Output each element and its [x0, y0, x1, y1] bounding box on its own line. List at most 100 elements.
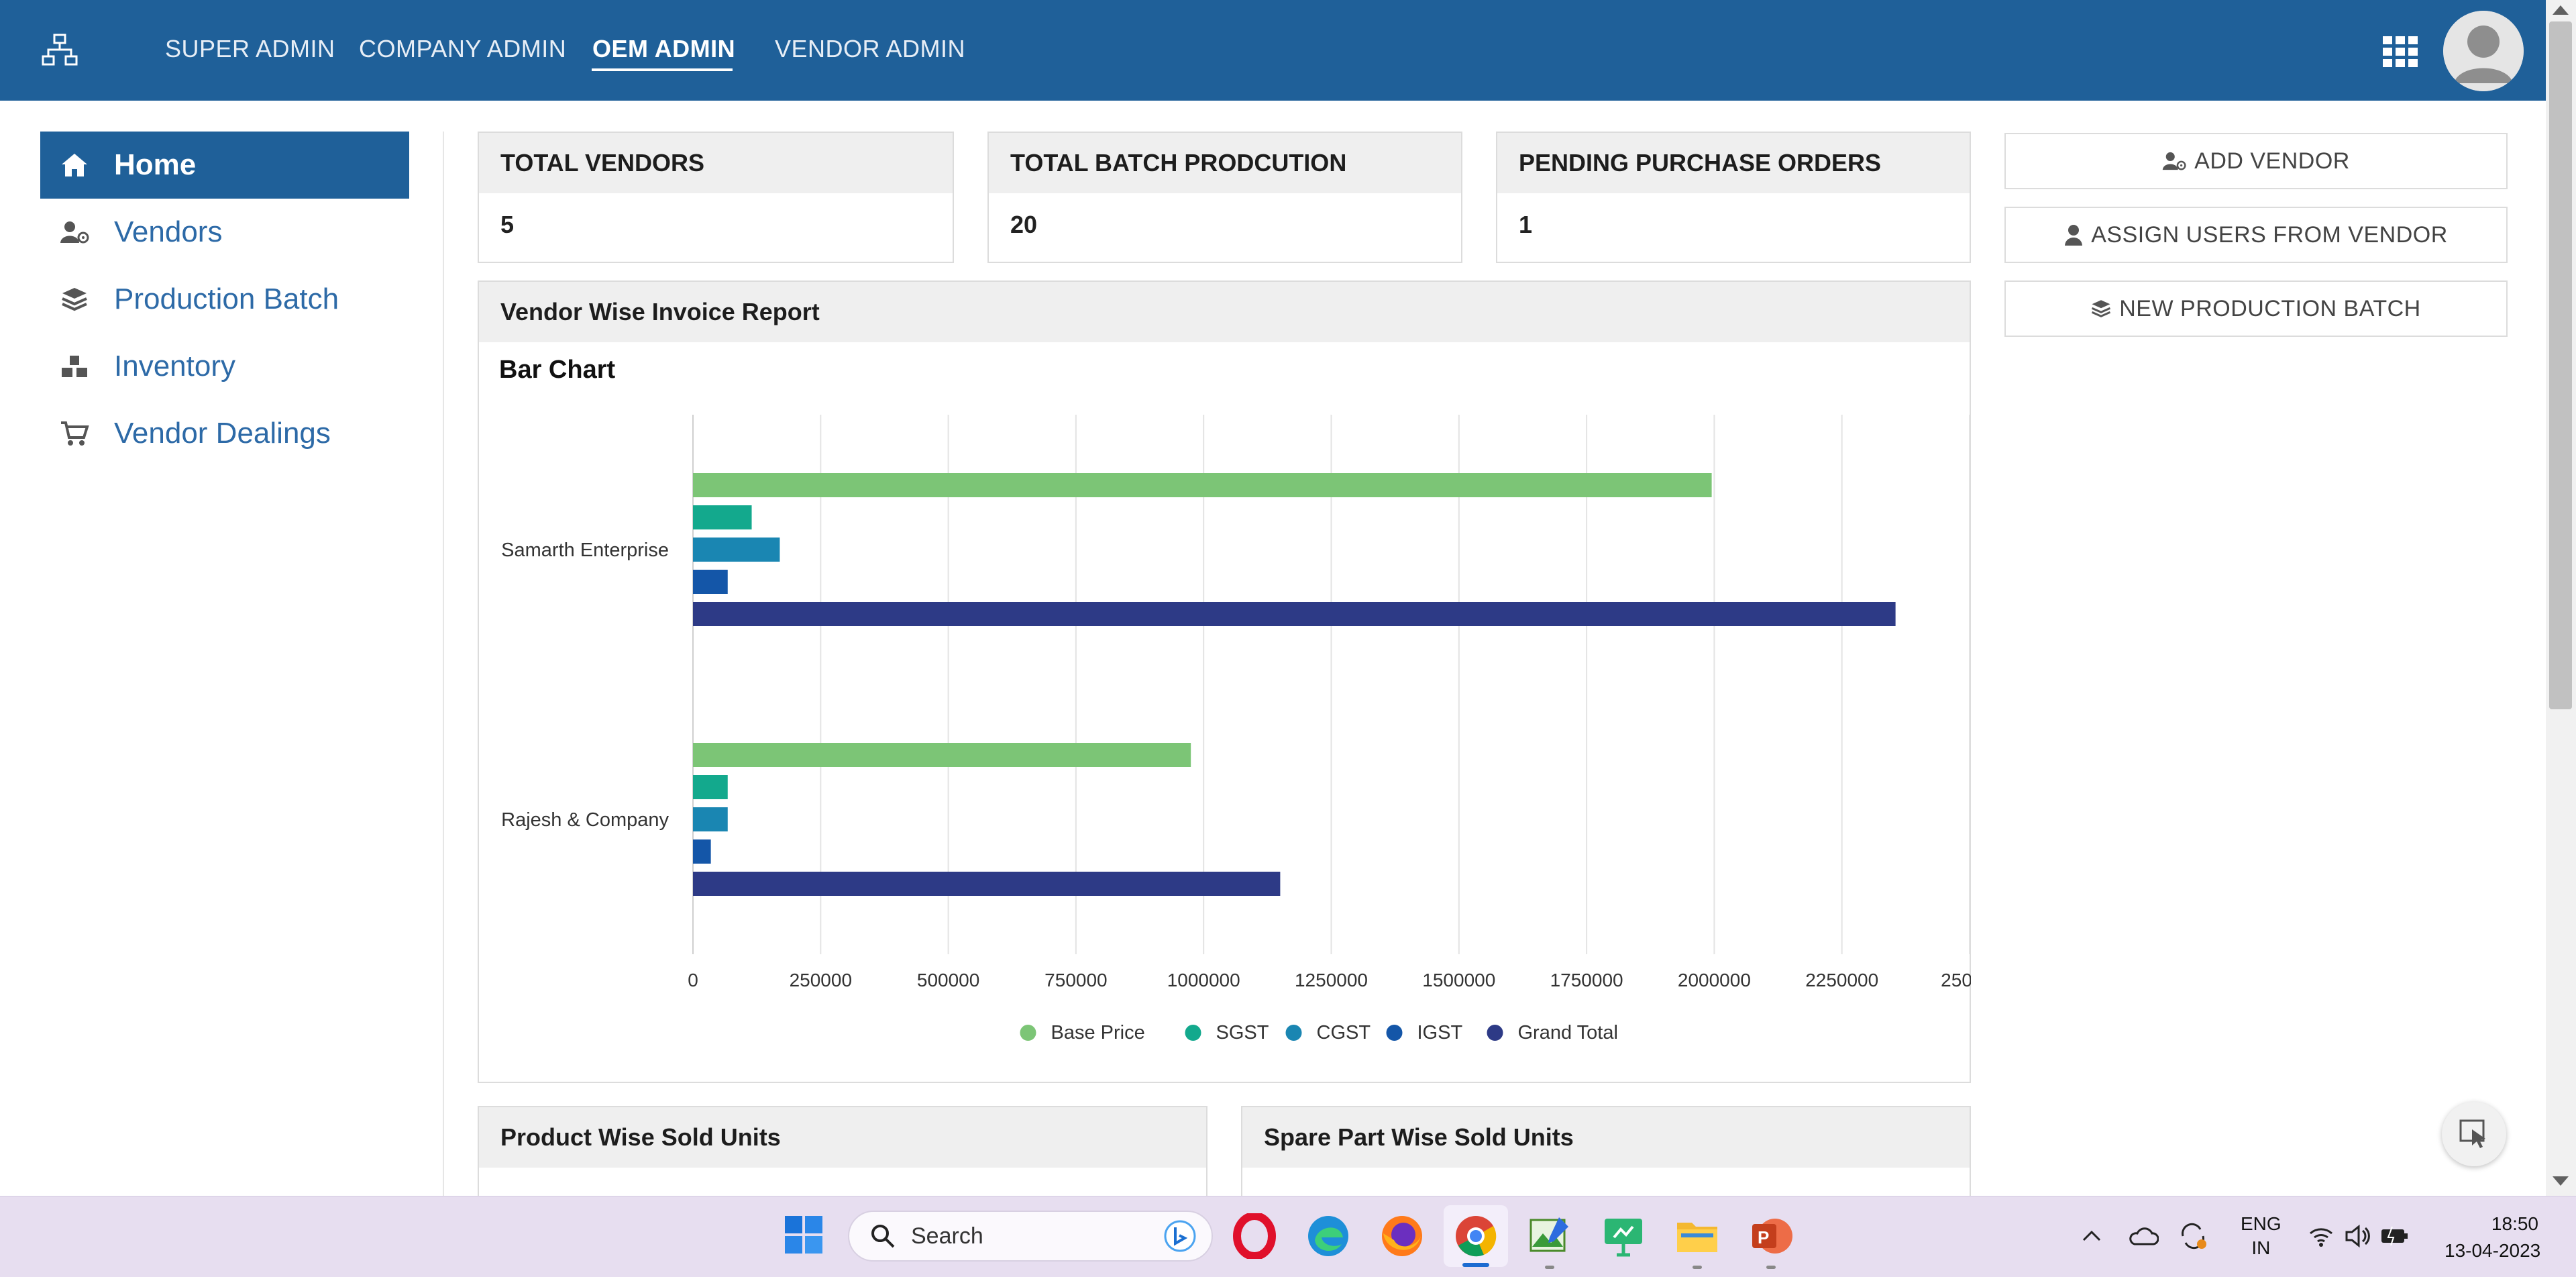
legend-label: Grand Total — [1518, 1022, 1618, 1043]
sync-icon[interactable] — [2178, 1221, 2208, 1251]
svg-text:P: P — [1758, 1227, 1769, 1247]
legend-label: Base Price — [1051, 1022, 1145, 1043]
file-explorer-icon[interactable] — [1674, 1213, 1720, 1259]
category-label: Rajesh & Company — [501, 809, 669, 831]
taskbar-running-dot — [1693, 1266, 1702, 1269]
home-icon — [59, 150, 90, 181]
assign-users-label: ASSIGN USERS FROM VENDOR — [2091, 221, 2448, 248]
bar — [693, 538, 780, 562]
sidebar-item-label: Production Batch — [114, 283, 339, 315]
chrome-active-indicator — [1462, 1263, 1489, 1267]
speaker-icon[interactable] — [2344, 1223, 2371, 1249]
boxes-icon — [59, 351, 90, 382]
onedrive-cloud-icon[interactable] — [2128, 1224, 2159, 1248]
edge-icon[interactable] — [1305, 1213, 1351, 1259]
windows-start-icon[interactable] — [782, 1213, 825, 1256]
user-avatar-icon — [2443, 11, 2524, 91]
bar — [693, 743, 1191, 767]
nav-oem-admin[interactable]: OEM ADMIN — [592, 35, 736, 62]
presentation-board-icon[interactable] — [1601, 1213, 1646, 1259]
layers-icon — [59, 284, 90, 315]
assign-users-from-vendor-button[interactable]: ASSIGN USERS FROM VENDOR — [2004, 207, 2508, 263]
bar — [693, 505, 752, 529]
user-avatar[interactable] — [2443, 11, 2524, 91]
report-title: Vendor Wise Invoice Report — [479, 282, 1970, 342]
x-tick-label: 750000 — [1044, 970, 1107, 990]
sidebar-item-vendors[interactable]: Vendors — [40, 199, 409, 266]
x-tick-label: 2250000 — [1805, 970, 1878, 990]
chrome-icon[interactable] — [1453, 1213, 1499, 1259]
x-tick-label: 1000000 — [1167, 970, 1240, 990]
taskbar-running-dot — [1545, 1266, 1554, 1269]
sidebar-item-label: Home — [114, 148, 197, 181]
new-production-batch-button[interactable]: NEW PRODUCTION BATCH — [2004, 280, 2508, 337]
x-tick-label: 2000000 — [1678, 970, 1751, 990]
add-user-icon — [2162, 152, 2186, 170]
x-tick-label: 1500000 — [1422, 970, 1495, 990]
nav-company-admin[interactable]: COMPANY ADMIN — [359, 35, 567, 62]
sidebar-item-label: Vendor Dealings — [114, 417, 331, 450]
stat-card-total-vendors: TOTAL VENDORS 5 — [478, 132, 954, 263]
floating-pointer-button[interactable] — [2442, 1102, 2506, 1166]
panel-title: Product Wise Sold Units — [479, 1107, 1206, 1168]
legend-label: CGST — [1317, 1022, 1371, 1043]
category-label: Samarth Enterprise — [501, 540, 669, 561]
x-tick-label: 2500... — [1941, 970, 1971, 990]
panel-title: Spare Part Wise Sold Units — [1242, 1107, 1970, 1168]
image-editor-icon[interactable] — [1527, 1213, 1572, 1259]
firefox-icon[interactable] — [1379, 1213, 1425, 1259]
taskbar-running-dot — [1766, 1266, 1776, 1269]
language-indicator[interactable]: ENG IN — [2241, 1212, 2282, 1260]
taskbar-search-box[interactable]: Search — [848, 1211, 1213, 1262]
sidebar-item-vendor-dealings[interactable]: Vendor Dealings — [40, 400, 409, 467]
x-tick-label: 0 — [688, 970, 698, 990]
legend-marker — [1020, 1025, 1036, 1041]
add-vendor-button[interactable]: ADD VENDOR — [2004, 133, 2508, 189]
spare-part-wise-sold-units-panel: Spare Part Wise Sold Units — [1241, 1106, 1971, 1213]
clock-date: 13-04-2023 — [2445, 1240, 2541, 1261]
legend-label: SGST — [1216, 1022, 1269, 1043]
battery-icon[interactable] — [2379, 1223, 2410, 1249]
opera-icon[interactable] — [1232, 1213, 1277, 1259]
bar — [693, 872, 1281, 896]
x-tick-label: 250000 — [790, 970, 852, 990]
stat-card-label: TOTAL BATCH PRODCUTION — [989, 133, 1461, 193]
windows-taskbar — [0, 1196, 2576, 1277]
wifi-icon[interactable] — [2308, 1223, 2334, 1249]
product-wise-sold-units-panel: Product Wise Sold Units — [478, 1106, 1208, 1213]
scroll-down-arrow-icon[interactable] — [2553, 1176, 2569, 1186]
clock[interactable]: 18:50 13-04-2023 — [2445, 1211, 2541, 1264]
sidebar-item-label: Inventory — [114, 350, 235, 382]
bar — [693, 473, 1712, 497]
stat-card-value: 5 — [500, 211, 515, 238]
vendor-invoice-bar-chart: 0 250000 500000 750000 1000000 1250000 1500000… — [501, 415, 1971, 1043]
powerpoint-icon[interactable]: P — [1748, 1213, 1794, 1259]
cursor-select-icon — [2459, 1119, 2485, 1148]
vendor-invoice-report-panel: Vendor Wise Invoice Report — [478, 280, 1971, 1083]
nav-vendor-admin[interactable]: VENDOR ADMIN — [775, 35, 966, 62]
chevron-up-icon[interactable] — [2080, 1224, 2104, 1248]
apps-grid-icon[interactable] — [2381, 35, 2419, 68]
cart-icon — [59, 418, 90, 449]
bar — [693, 807, 728, 831]
sidebar-item-production-batch[interactable]: Production Batch — [40, 266, 409, 333]
bing-icon[interactable] — [1163, 1219, 1197, 1253]
legend-marker — [1285, 1025, 1302, 1041]
nav-active-underline — [592, 68, 733, 71]
sidebar-item-home[interactable]: Home — [40, 132, 409, 199]
scrollbar-thumb[interactable] — [2549, 21, 2572, 709]
bar — [693, 602, 1896, 626]
sidebar-item-inventory[interactable]: Inventory — [40, 333, 409, 400]
stat-card-value: 20 — [1010, 211, 1038, 238]
scroll-up-arrow-icon[interactable] — [2553, 5, 2569, 15]
search-icon — [871, 1225, 895, 1248]
nav-super-admin[interactable]: SUPER ADMIN — [165, 35, 335, 62]
top-navbar — [0, 0, 2546, 101]
layers-icon — [2092, 300, 2111, 317]
search-placeholder: Search — [911, 1223, 983, 1249]
bar — [693, 839, 711, 864]
network-logo-icon[interactable] — [42, 34, 78, 67]
stat-card-pending-purchase-orders: PENDING PURCHASE ORDERS 1 — [1496, 132, 1971, 263]
legend-label: IGST — [1417, 1022, 1463, 1043]
stat-card-label: PENDING PURCHASE ORDERS — [1497, 133, 1970, 193]
